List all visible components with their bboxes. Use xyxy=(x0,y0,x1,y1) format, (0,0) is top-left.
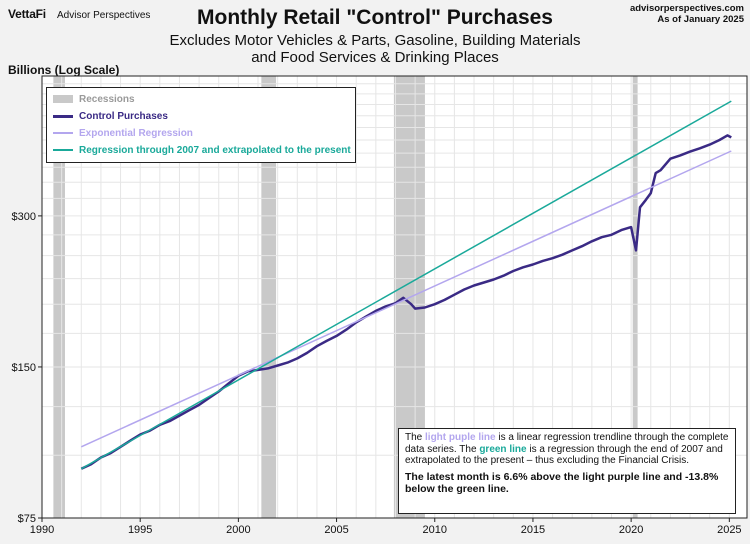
chart-subtitle-line1: Excludes Motor Vehicles & Parts, Gasolin… xyxy=(169,32,581,49)
recession-band-4 xyxy=(632,76,638,518)
legend-label-recessions: Recessions xyxy=(79,93,135,105)
annotation-box: The light puple line is a linear regress… xyxy=(398,428,736,514)
x-tick-label: 2015 xyxy=(521,524,545,536)
legend-label-regression-2007: Regression through 2007 and extrapolated… xyxy=(79,144,351,156)
recession-band-1 xyxy=(53,76,65,518)
chart-title: Monthly Retail "Control" Purchases xyxy=(197,6,553,29)
y-tick-label: $300 xyxy=(12,211,36,223)
note-green: green line xyxy=(479,443,527,455)
x-tick-label: 2005 xyxy=(324,524,348,536)
plot-border xyxy=(41,75,748,519)
source-url: advisorperspectives.com xyxy=(629,3,744,14)
brand-logo: VettaFi Advisor Perspectives xyxy=(8,7,150,21)
recession-band-2 xyxy=(261,76,277,518)
x-tick-label: 2000 xyxy=(226,524,250,536)
legend-swatch-exp-regression xyxy=(53,132,73,134)
chart-subtitle-line2: and Food Services & Drinking Places xyxy=(251,49,499,66)
brand-name: VettaFi xyxy=(8,7,46,21)
annotation-text: The light puple line is a linear regress… xyxy=(405,432,729,467)
legend-item-recessions: Recessions xyxy=(53,92,135,106)
legend-item-control: Control Purchases xyxy=(53,109,168,123)
note-part-2: is a linear regression trendline through… xyxy=(405,432,729,455)
brand-subtitle: Advisor Perspectives xyxy=(57,10,151,21)
source-block: advisorperspectives.com As of January 20… xyxy=(630,3,744,25)
legend-swatch-recessions xyxy=(53,95,73,103)
legend-item-regression-2007: Regression through 2007 and extrapolated… xyxy=(53,143,351,157)
x-tick-label: 2010 xyxy=(423,524,447,536)
note-part-3: is a regression through the end of 2007 … xyxy=(405,443,723,467)
legend-label-control: Control Purchases xyxy=(79,110,168,122)
note-light-purple: light puple line xyxy=(425,432,496,443)
legend: Recessions Control Purchases Exponential… xyxy=(46,87,356,163)
note-part-1: The xyxy=(405,432,423,443)
series-line-regression_2007 xyxy=(80,100,732,470)
series-line-exp_regression xyxy=(80,150,732,448)
x-tick-label: 1995 xyxy=(128,524,152,536)
x-tick-label: 2020 xyxy=(619,524,643,536)
y-tick-label: $150 xyxy=(12,362,36,374)
x-tick-label: 1990 xyxy=(30,524,54,536)
chart-subtitle: Excludes Motor Vehicles & Parts, Gasolin… xyxy=(0,32,750,66)
annotation-bold-text: The latest month is 6.6% above the light… xyxy=(405,470,719,495)
legend-swatch-regression-2007 xyxy=(53,149,73,151)
legend-label-exp-regression: Exponential Regression xyxy=(79,127,193,139)
series-line-control xyxy=(80,134,732,470)
y-tick-label: $75 xyxy=(18,513,36,525)
x-tick-label: 2025 xyxy=(717,524,741,536)
legend-swatch-control xyxy=(53,114,73,118)
legend-item-exp-regression: Exponential Regression xyxy=(53,126,193,140)
y-axis-label: Billions (Log Scale) xyxy=(8,63,120,77)
as-of-date: As of January 2025 xyxy=(657,14,744,25)
